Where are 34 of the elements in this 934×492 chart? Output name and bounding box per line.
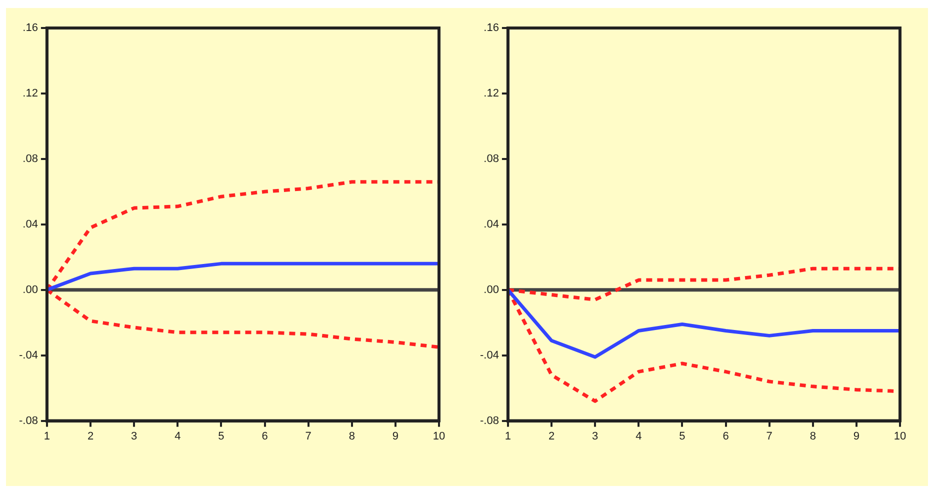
- x-tick-label: 3: [592, 430, 598, 442]
- x-tick-label: 9: [853, 430, 860, 442]
- x-tick-label: 8: [348, 430, 355, 442]
- x-tick-label: 6: [262, 430, 268, 442]
- x-tick-label: 10: [894, 430, 906, 442]
- y-tick-label: .04: [22, 218, 38, 230]
- x-tick-label: 4: [636, 430, 642, 442]
- x-tick-label: 10: [432, 430, 446, 442]
- y-tick-label: .00: [484, 284, 499, 296]
- y-tick-label: -.08: [480, 414, 499, 427]
- y-tick-label: -.04: [480, 349, 499, 362]
- y-tick-label: .12: [22, 88, 38, 100]
- x-tick-label: 1: [44, 430, 50, 442]
- x-tick-label: 7: [766, 430, 772, 442]
- x-tick-label: 7: [305, 430, 312, 442]
- x-tick-label: 2: [87, 430, 94, 442]
- x-tick-label: 9: [392, 430, 398, 442]
- x-tick-label: 2: [548, 430, 555, 442]
- x-tick-label: 1: [504, 430, 512, 442]
- x-tick-label: 6: [722, 430, 729, 442]
- y-tick-label: .08: [22, 152, 38, 165]
- x-tick-label: 4: [174, 430, 181, 442]
- y-tick-label: .04: [484, 218, 499, 230]
- y-tick-label: .16: [22, 22, 38, 34]
- x-tick-label: 8: [810, 430, 816, 442]
- x-tick-label: 5: [218, 430, 224, 442]
- y-tick-label: .12: [484, 88, 499, 100]
- y-tick-label: .08: [484, 152, 499, 165]
- y-tick-label: .16: [484, 22, 499, 34]
- y-tick-label: -.08: [18, 414, 38, 427]
- x-tick-label: 5: [679, 430, 686, 442]
- y-tick-label: .00: [22, 284, 38, 296]
- x-tick-label: 3: [131, 430, 138, 442]
- y-tick-label: -.04: [18, 349, 38, 362]
